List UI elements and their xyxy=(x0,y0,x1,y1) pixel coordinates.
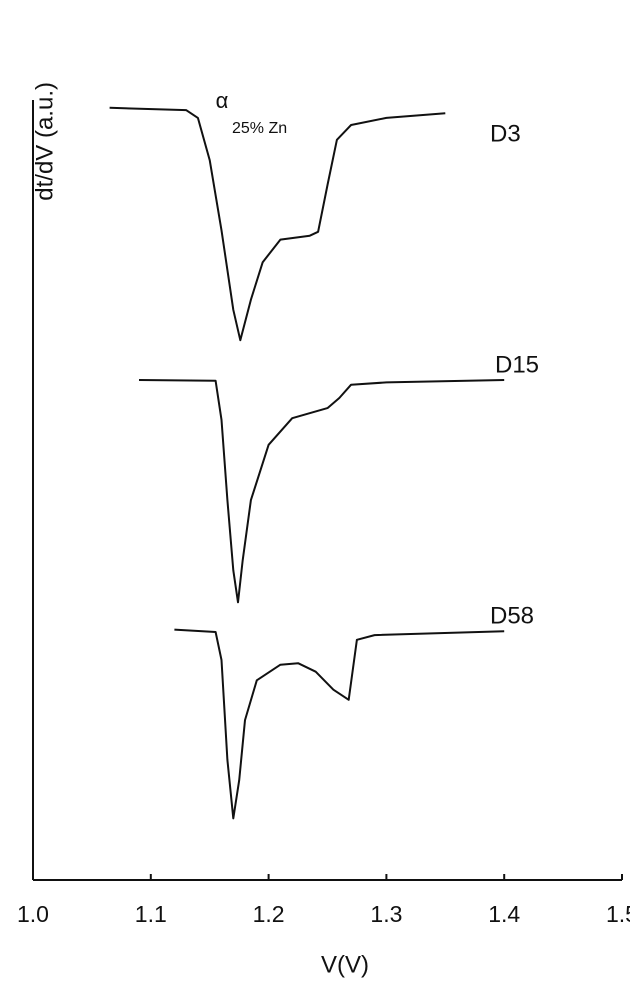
series-label: D3 xyxy=(490,121,521,148)
x-tick-label: 1.1 xyxy=(135,901,167,927)
x-tick-label: 1.2 xyxy=(253,901,285,927)
series-label: D58 xyxy=(490,603,534,630)
series-label: D15 xyxy=(495,351,539,378)
x-axis-title: V(V) xyxy=(321,951,369,978)
annotation-subscript: 25% Zn xyxy=(232,120,287,137)
x-tick-label: 1.5 xyxy=(606,901,630,927)
x-tick-label: 1.0 xyxy=(17,901,49,927)
series-line xyxy=(174,628,505,820)
series-line xyxy=(138,379,505,604)
series-line xyxy=(109,106,446,342)
annotation: α xyxy=(216,88,229,113)
y-axis-title: dt/dV (a.u.) xyxy=(31,82,58,201)
x-tick-label: 1.3 xyxy=(370,901,402,927)
x-tick-label: 1.4 xyxy=(488,901,520,927)
